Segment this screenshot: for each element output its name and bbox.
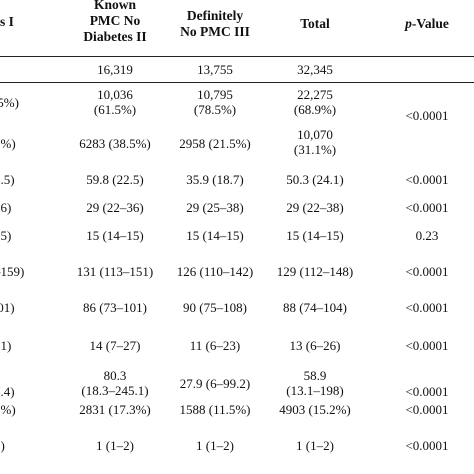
cell-r0-c2: 13,755 [197, 62, 233, 77]
cell-r5-c4: 0.23 [415, 228, 439, 243]
cell-r7-c0: .01) [0, 300, 15, 315]
cell-r11-c1: 1 (1–2) [96, 438, 134, 453]
cell-r11-c4: <0.0001 [405, 438, 449, 453]
cell-r6-c4: <0.0001 [405, 264, 449, 279]
cell-r9-c0: 7.4) [0, 384, 15, 399]
cell-r2-c0: 5%) [0, 136, 16, 151]
cell-r4-c2: 29 (25–38) [186, 200, 244, 215]
cell-r10-c4: <0.0001 [405, 402, 449, 417]
header-p-value: p-Value [405, 16, 449, 31]
cell-r8-c0: 31) [0, 338, 12, 353]
cell-r11-c3: 1 (1–2) [296, 438, 334, 453]
cell-r2-c2: 2958 (21.5%) [179, 136, 251, 151]
cell-r3-c0: 5.5) [0, 172, 15, 187]
header-definitely-no-pmc: Definitely No PMC III [180, 8, 250, 39]
cell-r9-c1: 80.3 (18.3–245.1) [81, 368, 149, 398]
cell-r3-c1: 59.8 (22.5) [86, 172, 144, 187]
cell-r10-c0: 3%) [0, 402, 16, 417]
cell-r9-c2: 27.9 (6–99.2) [179, 376, 251, 391]
cell-r1-c3: 22,275 (68.9%) [293, 87, 337, 117]
cell-r8-c3: 13 (6–26) [289, 338, 341, 353]
cell-r3-c4: <0.0001 [405, 172, 449, 187]
cell-r1-c2: 10,795 (78.5%) [193, 87, 237, 117]
header-total: Total [300, 16, 330, 31]
cell-r4-c3: 29 (22–38) [286, 200, 344, 215]
cell-r8-c1: 14 (7–27) [89, 338, 141, 353]
cell-r1-c0: .5%) [0, 95, 19, 110]
cell-r2-c1: 6283 (38.5%) [79, 136, 151, 151]
cell-r5-c1: 15 (14–15) [86, 228, 144, 243]
header-rule [0, 56, 474, 57]
cell-r4-c4: <0.0001 [405, 200, 449, 215]
cell-r6-c0: –159) [0, 264, 25, 279]
cell-r10-c1: 2831 (17.3%) [79, 402, 151, 417]
cell-r1-c4: <0.0001 [405, 108, 449, 123]
cell-r5-c3: 15 (14–15) [286, 228, 344, 243]
cell-r3-c3: 50.3 (24.1) [286, 172, 344, 187]
cell-r10-c2: 1588 (11.5%) [179, 402, 251, 417]
cell-r1-c1: 10,036 (61.5%) [93, 87, 137, 117]
cell-r6-c3: 129 (112–148) [276, 264, 354, 279]
cell-r6-c1: 131 (113–151) [76, 264, 154, 279]
cell-r9-c3: 58.9 (13.1–198) [286, 368, 344, 398]
cell-r11-c0: 2) [0, 438, 5, 453]
cell-r9-c4: <0.0001 [405, 384, 449, 399]
header-known-pmc-no-diabetes: Known PMC No Diabetes II [83, 0, 147, 44]
cell-r4-c1: 29 (22–36) [86, 200, 144, 215]
cell-r5-c0: 15) [0, 228, 12, 243]
cell-r0-c1: 16,319 [97, 62, 133, 77]
cell-r10-c3: 4903 (15.2%) [279, 402, 351, 417]
subheader-rule [0, 82, 474, 83]
cell-r8-c2: 11 (6–23) [189, 338, 241, 353]
cell-r6-c2: 126 (110–142) [176, 264, 254, 279]
cell-r7-c2: 90 (75–108) [183, 300, 247, 315]
cell-r7-c4: <0.0001 [405, 300, 449, 315]
header-col0: es I [0, 14, 14, 29]
cell-r11-c2: 1 (1–2) [196, 438, 234, 453]
cell-r2-c3: 10,070 (31.1%) [293, 127, 337, 157]
cell-r8-c4: <0.0001 [405, 338, 449, 353]
cell-r4-c0: 36) [0, 200, 12, 215]
cell-r0-c3: 32,345 [297, 62, 333, 77]
cell-r5-c2: 15 (14–15) [186, 228, 244, 243]
cell-r7-c3: 88 (74–104) [283, 300, 347, 315]
cell-r3-c2: 35.9 (18.7) [186, 172, 244, 187]
cell-r7-c1: 86 (73–101) [83, 300, 147, 315]
